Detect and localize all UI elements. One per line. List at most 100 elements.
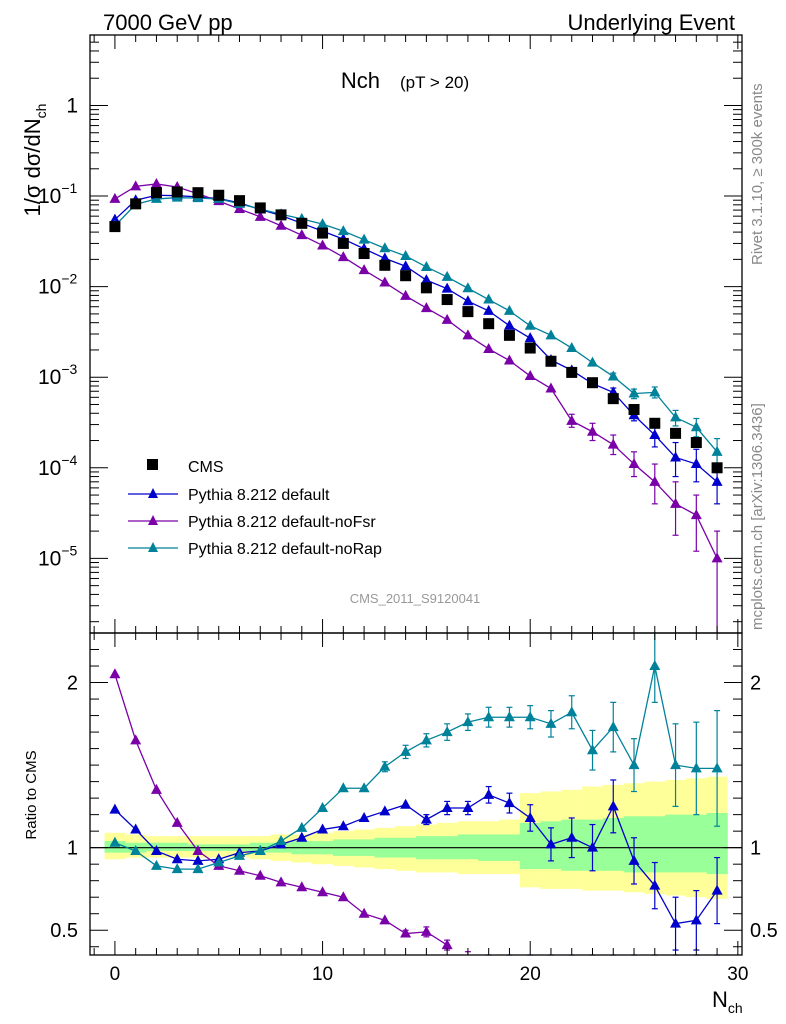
ratio-point-default (150, 844, 162, 855)
main-point-cms (711, 462, 723, 474)
main-y-axis-title: 1/σ dσ/dNch (20, 104, 49, 217)
main-point-norap (690, 421, 702, 432)
main-point-nofsr (420, 302, 432, 313)
main-point-nofsr (524, 370, 536, 381)
x-tick-label: 20 (520, 964, 541, 985)
ratio-point-default (586, 841, 598, 852)
main-point-default (109, 213, 121, 224)
ratio-point-default (358, 811, 370, 822)
ratio-point-nofsr (358, 907, 370, 918)
main-point-nofsr (234, 202, 246, 213)
main-point-nofsr (483, 342, 495, 353)
main-point-cms (358, 248, 370, 260)
ratio-point-nofsr (275, 876, 287, 887)
ratio-point-norap (192, 863, 204, 874)
main-point-nofsr (566, 414, 578, 425)
main-point-nofsr (150, 177, 162, 188)
main-point-norap (462, 282, 474, 293)
main-point-nofsr (628, 458, 640, 469)
main-point-default (441, 282, 453, 293)
ratio-point-default (109, 803, 121, 814)
legend-marker-nofsr (148, 515, 158, 525)
ratio-point-default (503, 797, 515, 808)
legend-label-cms: CMS (188, 459, 224, 476)
ratio-point-default (192, 854, 204, 865)
ratio-y-tick-label-left: 2 (67, 673, 78, 695)
ratio-point-default (462, 802, 474, 813)
main-y-tick-label: 10−3 (38, 361, 78, 389)
main-point-nofsr (586, 425, 598, 436)
ratio-band-green (602, 817, 624, 871)
ratio-point-default (130, 823, 142, 834)
main-point-cms (400, 270, 412, 282)
ratio-point-norap (586, 744, 598, 755)
x-tick-label: 30 (727, 964, 748, 985)
legend-marker-norap (148, 542, 158, 552)
main-point-norap (670, 411, 682, 422)
main-point-default (524, 332, 536, 343)
main-point-cms (275, 209, 287, 221)
ratio-band-green (665, 814, 687, 873)
ratio-point-norap (400, 745, 412, 756)
ratio-band-layer (90, 776, 742, 899)
ratio-point-norap (275, 835, 287, 846)
ratio-line-nofsr (114, 674, 448, 946)
main-point-norap (607, 370, 619, 381)
main-line-default (114, 194, 718, 483)
ratio-band-green (104, 841, 126, 853)
main-point-default (649, 429, 661, 440)
main-point-cms (234, 195, 246, 207)
main-point-norap (628, 387, 640, 398)
main-point-nofsr (441, 313, 453, 324)
ratio-y-tick-label-right: 2 (750, 673, 761, 695)
ratio-point-default (607, 800, 619, 811)
main-point-norap (441, 270, 453, 281)
ratio-point-norap (649, 660, 661, 671)
ratio-point-nofsr (420, 925, 432, 936)
ratio-point-default (483, 788, 495, 799)
main-y-tick-label: 10−2 (38, 271, 78, 299)
ratio-point-norap (171, 863, 183, 874)
ratio-point-norap (566, 706, 578, 717)
ratio-point-norap (711, 762, 723, 773)
main-y-tick-label: 10−4 (38, 452, 78, 480)
plot-title-main: Nch (341, 68, 380, 93)
ratio-point-norap (503, 711, 515, 722)
ratio-point-default (296, 831, 308, 842)
ratio-point-nofsr (317, 886, 329, 897)
ratio-band-green (519, 822, 541, 870)
main-point-default (483, 304, 495, 315)
ratio-point-norap (628, 759, 640, 770)
ratio-point-norap (483, 711, 495, 722)
ratio-point-default (566, 831, 578, 842)
legend: CMS Pythia 8.212 default Pythia 8.212 de… (128, 459, 382, 558)
ratio-point-norap (213, 856, 225, 867)
main-line-norap (114, 197, 718, 453)
ratio-point-nofsr (254, 869, 266, 880)
ratio-point-norap (150, 859, 162, 870)
main-point-default (400, 260, 412, 271)
ratio-point-norap (524, 711, 536, 722)
main-point-nofsr (296, 229, 308, 240)
main-point-norap (566, 342, 578, 353)
ratio-point-nofsr (171, 816, 183, 827)
main-point-norap (358, 233, 370, 244)
ratio-point-norap (420, 734, 432, 745)
main-point-nofsr (607, 438, 619, 449)
main-y-tick-label: 10−5 (38, 542, 78, 570)
main-point-nofsr (690, 509, 702, 520)
main-point-cms (379, 259, 391, 271)
ratio-point-norap (670, 759, 682, 770)
ratio-point-norap (130, 844, 142, 855)
ratio-point-default (420, 813, 432, 824)
main-point-nofsr (670, 497, 682, 508)
main-point-default (462, 295, 474, 306)
ratio-point-nofsr (379, 914, 391, 925)
ratio-point-default (171, 853, 183, 864)
main-point-norap (420, 260, 432, 271)
ratio-point-norap (317, 802, 329, 813)
ratio-point-norap (296, 821, 308, 832)
ratio-y-tick-label-right: 1 (750, 838, 761, 860)
ratio-point-nofsr (192, 844, 204, 855)
